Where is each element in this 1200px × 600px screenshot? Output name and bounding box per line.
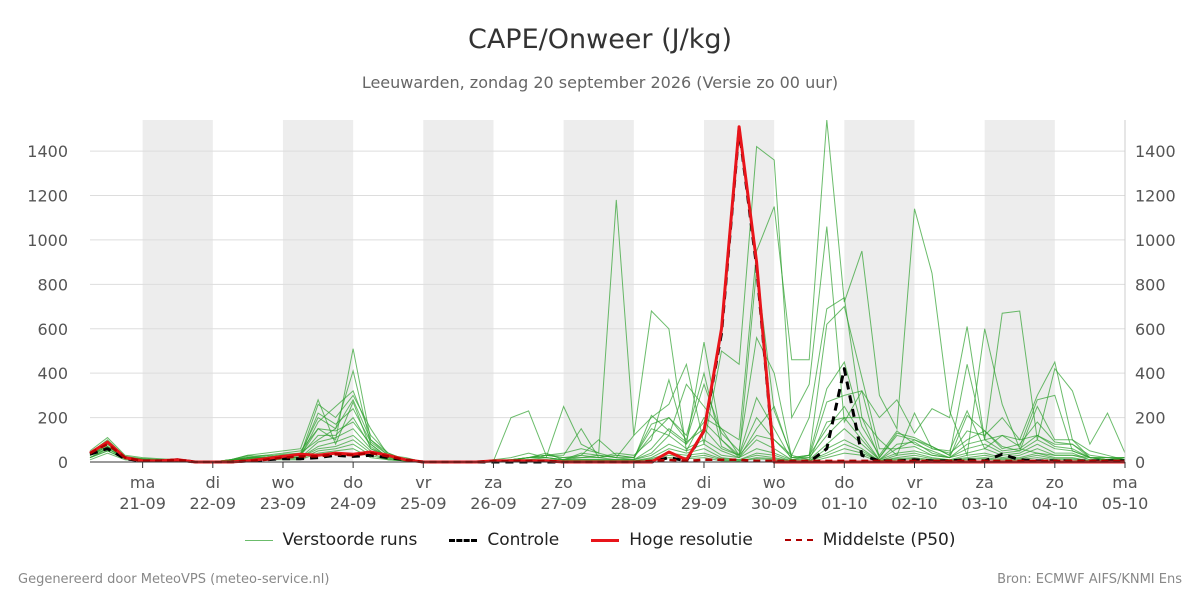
x-tick-date: 22-09 (190, 494, 237, 513)
x-tick-date: 05-10 (1102, 494, 1149, 513)
x-tick-day: wo (763, 473, 786, 492)
legend-swatch-perturbed (244, 539, 273, 541)
legend-item-perturbed[interactable]: Verstoorde runs (244, 530, 418, 550)
legend: Verstoorde runs Controle Hoge resolutie … (0, 530, 1200, 550)
x-tick-day: za (976, 473, 994, 492)
x-tick-day: za (484, 473, 502, 492)
chart-title: CAPE/Onweer (J/kg) (467, 24, 732, 55)
x-tick-day: zo (555, 473, 573, 492)
y-tick-label-right: 400 (1135, 364, 1166, 383)
day-band (282, 120, 354, 462)
x-tick-day: ma (130, 473, 155, 492)
x-tick-day: zo (1046, 473, 1064, 492)
y-tick-label-left: 400 (37, 364, 68, 383)
legend-swatch-control (449, 538, 478, 542)
x-tick-day: ma (1112, 473, 1137, 492)
day-band (984, 120, 1055, 462)
legend-swatch-hres (591, 538, 620, 542)
x-tick-day: wo (272, 473, 295, 492)
x-tick-date: 29-09 (681, 494, 728, 513)
y-tick-label-left: 200 (37, 409, 68, 428)
footer-generated-by: Gegenereerd door MeteoVPS (meteo-service… (18, 572, 330, 587)
x-tick-day: do (834, 473, 854, 492)
x-tick-date: 02-10 (891, 494, 938, 513)
y-tick-label-right: 0 (1135, 453, 1145, 472)
legend-item-control[interactable]: Controle (449, 530, 559, 550)
y-tick-label-right: 600 (1135, 320, 1166, 339)
x-tick-date: 28-09 (611, 494, 658, 513)
y-tick-label-right: 1200 (1135, 187, 1176, 206)
x-tick-date: 04-10 (1032, 494, 1079, 513)
x-tick-date: 27-09 (540, 494, 587, 513)
perturbed-run-line (89, 119, 1126, 463)
x-tick-day: vr (415, 473, 431, 492)
chart-subtitle: Leeuwarden, zondag 20 september 2026 (Ve… (361, 73, 839, 92)
y-tick-label-right: 800 (1135, 275, 1166, 294)
day-band (844, 120, 915, 462)
y-tick-label-right: 1400 (1135, 142, 1176, 161)
legend-item-p50[interactable]: Middelste (P50) (784, 530, 956, 550)
x-tick-date: 21-09 (119, 494, 166, 513)
legend-item-hres[interactable]: Hoge resolutie (591, 530, 753, 550)
legend-label-control: Controle (487, 530, 560, 550)
x-tick-date: 25-09 (400, 494, 447, 513)
legend-swatch-p50 (784, 539, 813, 541)
x-tick-date: 03-10 (961, 494, 1008, 513)
x-tick-date: 23-09 (260, 494, 307, 513)
y-tick-label-left: 1400 (27, 142, 68, 161)
x-tick-day: vr (906, 473, 922, 492)
y-tick-label-right: 1000 (1135, 231, 1176, 250)
y-tick-label-right: 200 (1135, 409, 1166, 428)
y-tick-label-left: 1000 (27, 231, 68, 250)
y-tick-label-left: 1200 (27, 187, 68, 206)
x-tick-date: 30-09 (751, 494, 798, 513)
legend-label-p50: Middelste (P50) (822, 530, 956, 550)
x-tick-day: ma (621, 473, 646, 492)
x-tick-date: 01-10 (821, 494, 868, 513)
y-tick-label-left: 800 (37, 275, 68, 294)
axes: 0 0 200 200 400 400 600 600 800 800 1000 1000 1200 12… (27, 120, 1176, 513)
legend-label-hres: Hoge resolutie (629, 530, 753, 550)
x-tick-date: 24-09 (330, 494, 377, 513)
day-band (563, 120, 634, 462)
day-bands (142, 120, 1055, 462)
day-band (423, 120, 494, 462)
footer-source: Bron: ECMWF AIFS/KNMI Ens (997, 572, 1182, 587)
x-tick-day: di (205, 473, 220, 492)
x-tick-day: di (697, 473, 712, 492)
x-tick-day: do (343, 473, 363, 492)
day-band (142, 120, 213, 462)
y-tick-label-left: 0 (58, 453, 68, 472)
x-tick-date: 26-09 (470, 494, 517, 513)
y-tick-label-left: 600 (37, 320, 68, 339)
legend-label-perturbed: Verstoorde runs (282, 530, 418, 550)
